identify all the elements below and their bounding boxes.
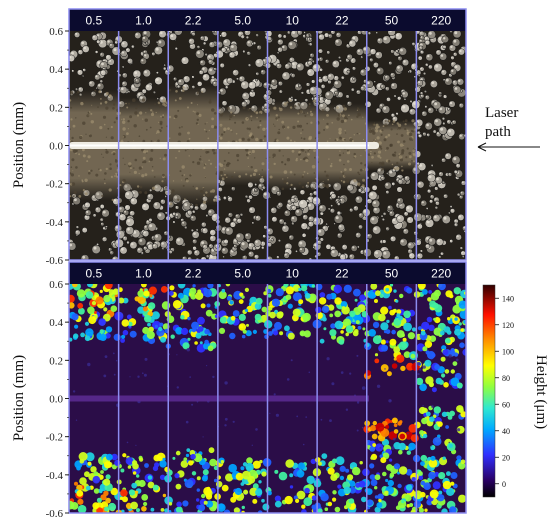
y-tick-label: 0.4 [49, 317, 63, 329]
y-tick-label: 0.2 [49, 355, 63, 367]
y-tick-label: -0.6 [46, 255, 64, 267]
column-label-0-5: 0.5 [85, 267, 102, 281]
height-map-panel-border [68, 261, 467, 514]
y-tick-label: 0.6 [49, 279, 63, 291]
column-label-0-5: 0.5 [85, 14, 102, 28]
laser-path-label-line1: Laser [485, 105, 518, 121]
optical-header-bar [69, 9, 466, 31]
y-tick-label: -0.6 [46, 508, 64, 520]
height-map-column-dividers [117, 262, 418, 513]
column-label-22: 22 [335, 267, 349, 281]
y-tick-label: 0.2 [49, 102, 63, 114]
colorbar: 140 120 100 80 60 40 20 0 Height (μm) [482, 284, 549, 498]
optical-y-axis: 0.6 0.4 0.2 0.0 -0.2 -0.4 -0.6 [46, 26, 69, 267]
column-label-220: 220 [431, 14, 451, 28]
height-map-column-labels: 0.5 1.0 2.2 5.0 10 22 50 220 [85, 267, 451, 281]
colorbar-title: Height (μm) [533, 355, 549, 429]
height-map-y-axis-title: Position (mm) [11, 355, 27, 441]
colorbar-tick-label: 40 [502, 427, 510, 436]
optical-column-labels: 0.5 1.0 2.2 5.0 10 22 50 220 [85, 14, 451, 28]
height-map-track-line [69, 395, 369, 402]
column-label-10: 10 [286, 14, 300, 28]
column-label-50: 50 [385, 267, 399, 281]
y-tick-label: 0.4 [49, 64, 63, 76]
colorbar-tick-label: 100 [502, 347, 514, 356]
colorbar-tick-label: 60 [502, 400, 510, 409]
colorbar-tick-label: 140 [502, 294, 514, 303]
column-label-220: 220 [431, 267, 451, 281]
column-label-1-0: 1.0 [135, 14, 152, 28]
optical-panel: 0.5 1.0 2.2 5.0 10 22 50 220 0.6 0.4 0.2 0.0 -0.2 -0… [11, 8, 540, 267]
y-tick-label: -0.2 [46, 432, 63, 444]
colorbar-ticks: 140 120 100 80 60 40 20 0 [495, 294, 514, 489]
laser-path-label-line2: path [485, 124, 511, 140]
column-label-5-0: 5.0 [234, 14, 251, 28]
column-label-22: 22 [335, 14, 349, 28]
laser-path-arrow [477, 142, 540, 152]
laser-track-line [69, 142, 379, 149]
y-tick-label: 0.0 [49, 141, 63, 153]
optical-panel-border [68, 8, 467, 261]
colorbar-gradient [482, 284, 496, 498]
height-map-droplets [69, 284, 466, 513]
column-label-50: 50 [385, 14, 399, 28]
colorbar-tick-label: 80 [502, 374, 510, 383]
colorbar-tick-label: 20 [502, 453, 510, 462]
optical-laser-band [69, 85, 419, 207]
column-label-2-2: 2.2 [185, 267, 202, 281]
column-label-1-0: 1.0 [135, 267, 152, 281]
colorbar-tick-label: 0 [502, 480, 506, 489]
column-label-5-0: 5.0 [234, 267, 251, 281]
column-label-10: 10 [286, 267, 300, 281]
column-label-2-2: 2.2 [185, 14, 202, 28]
optical-y-axis-title: Position (mm) [11, 102, 27, 188]
y-tick-label: -0.4 [46, 470, 64, 482]
height-map-panel: 0.5 1.0 2.2 5.0 10 22 50 220 0.6 0.4 0.2 0.0 -0.2 -0… [11, 261, 467, 520]
y-tick-label: -0.2 [46, 179, 63, 191]
colorbar-tick-label: 120 [502, 321, 514, 330]
y-tick-label: -0.4 [46, 217, 64, 229]
y-tick-label: 0.6 [49, 26, 63, 38]
height-map-y-axis: 0.6 0.4 0.2 0.0 -0.2 -0.4 -0.6 [46, 279, 69, 520]
y-tick-label: 0.0 [49, 394, 63, 406]
height-map-header-bar [69, 262, 466, 284]
optical-column-dividers [117, 9, 418, 260]
